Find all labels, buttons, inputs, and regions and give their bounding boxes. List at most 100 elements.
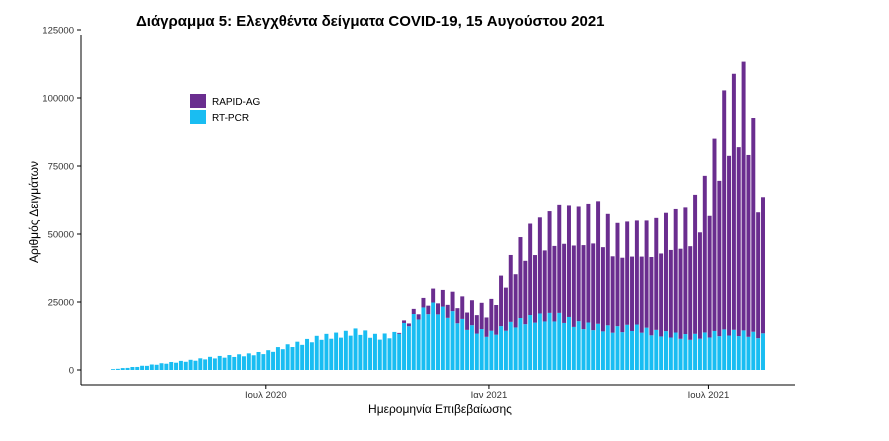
x-axis-label: Ημερομηνία Επιβεβαίωσης <box>368 402 512 416</box>
bar-rt-pcr <box>450 311 455 370</box>
bar-rt-pcr <box>552 321 557 370</box>
bar-rt-pcr <box>353 328 358 370</box>
bar-rt-pcr <box>436 314 440 370</box>
bar-rapid-ag <box>678 248 683 339</box>
bar-rt-pcr <box>295 341 300 370</box>
bar-rt-pcr <box>241 356 246 370</box>
bar-rt-pcr <box>178 360 183 370</box>
bar-rt-pcr <box>494 334 499 370</box>
bar-rapid-ag <box>731 73 736 330</box>
bar-rapid-ag <box>717 180 722 337</box>
bar-rt-pcr <box>566 316 571 370</box>
bar-rt-pcr <box>363 330 368 370</box>
bar-rt-pcr <box>368 337 373 370</box>
bar-rt-pcr <box>164 363 169 370</box>
bar-rapid-ag <box>484 317 489 337</box>
bar-rapid-ag <box>644 220 649 328</box>
bar-rt-pcr <box>484 336 489 370</box>
bar-rt-pcr <box>203 359 208 370</box>
bar-rapid-ag <box>450 291 455 312</box>
bar-rapid-ag <box>489 298 494 331</box>
bar-rt-pcr <box>154 364 159 370</box>
y-tick-label: 50000 <box>48 230 74 241</box>
bar-rt-pcr <box>431 302 436 370</box>
bar-rt-pcr <box>533 322 538 370</box>
bar-rt-pcr <box>465 329 470 370</box>
bar-rt-pcr <box>140 365 145 370</box>
bar-rapid-ag <box>751 118 756 332</box>
bar-rt-pcr <box>746 336 751 370</box>
bar-rt-pcr <box>392 331 397 370</box>
bar-rt-pcr <box>659 336 664 370</box>
x-tick-label: Ιουλ 2021 <box>688 390 730 401</box>
bar-rt-pcr <box>683 334 688 370</box>
bar-rapid-ag <box>600 247 605 332</box>
bar-rt-pcr <box>557 312 562 370</box>
bar-rapid-ag <box>634 220 639 325</box>
bar-rt-pcr <box>644 327 649 370</box>
bar-rapid-ag <box>683 207 688 335</box>
bar-rt-pcr <box>537 313 542 370</box>
bar-rt-pcr <box>707 337 712 370</box>
bar-rt-pcr <box>717 336 722 370</box>
bar-rapid-ag <box>741 61 746 331</box>
bar-rt-pcr <box>663 331 668 370</box>
bar-rapid-ag <box>663 212 668 332</box>
bar-rt-pcr <box>382 333 387 370</box>
bar-rapid-ag <box>571 245 576 327</box>
bar-rapid-ag <box>523 260 528 325</box>
bar-rt-pcr <box>406 326 411 370</box>
bar-rt-pcr <box>402 322 407 370</box>
bar-rt-pcr <box>246 353 251 370</box>
bar-rt-pcr <box>319 339 324 370</box>
bar-rt-pcr <box>358 334 363 370</box>
bar-rt-pcr <box>499 326 504 370</box>
bar-rapid-ag <box>659 253 664 337</box>
bar-rt-pcr <box>513 327 518 370</box>
bar-rt-pcr <box>722 329 727 370</box>
bar-rt-pcr <box>751 331 756 370</box>
bar-rt-pcr <box>591 330 596 370</box>
bar-rt-pcr <box>421 307 426 370</box>
bar-rt-pcr <box>217 355 222 370</box>
bar-rt-pcr <box>649 335 654 370</box>
bar-rt-pcr <box>169 361 174 370</box>
bar-rapid-ag <box>576 206 581 322</box>
bar-rapid-ag <box>508 254 513 322</box>
bar-rt-pcr <box>300 344 305 370</box>
legend-swatch-rapid-ag <box>190 94 206 108</box>
y-tick-label: 0 <box>69 366 74 377</box>
bar-rapid-ag <box>440 289 445 307</box>
bar-rt-pcr <box>562 322 567 370</box>
bar-rt-pcr <box>528 315 533 370</box>
bar-rt-pcr <box>135 366 140 370</box>
bar-rapid-ag <box>474 315 479 334</box>
bar-rapid-ag <box>426 305 431 315</box>
bar-rt-pcr <box>712 330 717 370</box>
bar-rt-pcr <box>329 338 334 370</box>
x-tick-label: Ιουλ 2020 <box>245 390 287 401</box>
bar-rt-pcr <box>688 339 693 370</box>
bar-rt-pcr <box>697 338 702 370</box>
bar-rapid-ag <box>528 223 533 316</box>
bar-rapid-ag <box>722 90 727 330</box>
bar-rt-pcr <box>678 338 683 370</box>
bar-rapid-ag <box>668 249 673 338</box>
bar-rapid-ag <box>533 255 538 323</box>
bar-rt-pcr <box>479 329 484 370</box>
bar-rapid-ag <box>397 332 402 334</box>
bar-rapid-ag <box>712 138 717 331</box>
bar-rapid-ag <box>436 303 440 315</box>
bar-rt-pcr <box>285 344 290 370</box>
bar-rt-pcr <box>343 330 348 370</box>
bars-layer <box>111 61 765 370</box>
bar-rapid-ag <box>431 288 436 303</box>
bar-rt-pcr <box>174 362 179 370</box>
bar-rapid-ag <box>673 208 678 333</box>
bar-rapid-ag <box>625 221 630 325</box>
bar-rapid-ag <box>557 204 562 313</box>
legend-swatch-rt-pcr <box>190 110 206 124</box>
bar-rapid-ag <box>494 305 499 335</box>
bar-rt-pcr <box>727 335 732 370</box>
bar-rapid-ag <box>499 275 504 327</box>
